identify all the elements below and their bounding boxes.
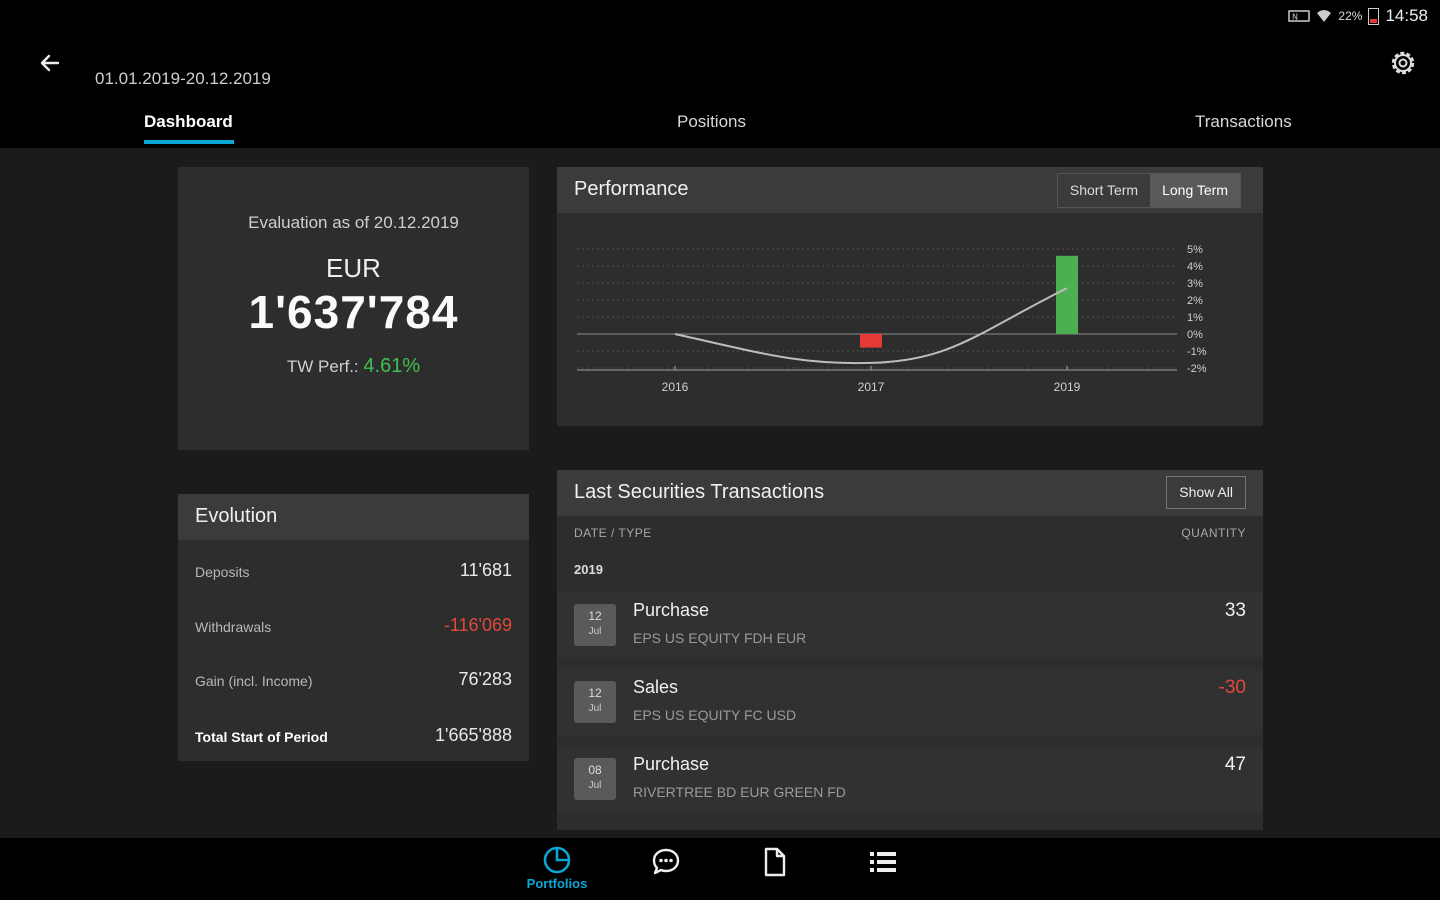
clock: 14:58 — [1385, 6, 1428, 25]
y-tick-label: 2% — [1187, 295, 1203, 307]
status-bar: N 22% 14:58 — [1288, 4, 1428, 28]
y-tick-label: 3% — [1187, 278, 1203, 290]
evolution-row-withdrawals: Withdrawals -116'069 — [195, 615, 512, 639]
nfc-icon: N — [1288, 10, 1311, 22]
year-group-label: 2019 — [574, 562, 603, 577]
date-badge: 12 Jul — [574, 681, 616, 723]
evolution-title: Evolution — [195, 505, 278, 527]
transaction-type: Purchase — [633, 600, 710, 620]
y-tick-label: 0% — [1187, 329, 1203, 341]
short-term-button[interactable]: Short Term — [1069, 182, 1139, 198]
nav-portfolios[interactable]: Portfolios — [517, 838, 597, 900]
nav-menu[interactable] — [843, 838, 923, 900]
y-tick-label: 5% — [1187, 244, 1203, 256]
battery-icon — [1368, 7, 1380, 25]
evolution-header: Evolution — [178, 494, 529, 540]
pie-chart-icon — [543, 846, 571, 874]
settings-button[interactable] — [1386, 46, 1420, 80]
x-tick-label: 2017 — [858, 380, 885, 394]
bottom-navigation: Portfolios — [0, 838, 1440, 900]
top-app-bar — [0, 0, 1440, 148]
back-button[interactable] — [36, 48, 66, 78]
svg-text:N: N — [1292, 13, 1298, 22]
list-icon — [870, 852, 896, 872]
performance-card: Performance Short Term Long Term 5% 4% 3% 2… — [557, 167, 1263, 426]
document-icon — [764, 847, 786, 877]
active-tab-indicator — [144, 140, 234, 144]
transaction-type: Purchase — [633, 754, 710, 774]
transactions-card: Last Securities Transactions Show All DA… — [557, 470, 1263, 830]
column-header-date-type: DATE / TYPE — [574, 526, 652, 540]
date-badge: 08 Jul — [574, 758, 616, 800]
evolution-row-value: 1'665'888 — [435, 725, 512, 745]
gear-icon — [1391, 51, 1415, 75]
date-range: 01.01.2019-20.12.2019 — [95, 69, 271, 88]
nav-messages[interactable] — [626, 838, 706, 900]
evolution-row-value: 76'283 — [458, 669, 513, 689]
date-day: 08 — [588, 763, 602, 777]
evolution-row-value: -116'069 — [443, 615, 512, 635]
y-tick-label: -1% — [1187, 346, 1207, 358]
evaluation-card: Evaluation as of 20.12.2019 EUR 1'637'78… — [178, 167, 529, 450]
date-day: 12 — [588, 686, 602, 700]
arrow-left-icon — [40, 54, 60, 72]
battery-percent: 22% — [1338, 9, 1363, 23]
transaction-quantity: 33 — [1224, 600, 1246, 621]
y-tick-label: 4% — [1187, 261, 1203, 273]
date-month: Jul — [588, 626, 602, 637]
column-header-quantity: QUANTITY — [1181, 526, 1246, 540]
wifi-icon — [1317, 10, 1332, 22]
evolution-row-label: Deposits — [195, 564, 250, 580]
transaction-row[interactable]: 12 Jul Sales EPS US EQUITY FC USD -30 — [557, 669, 1263, 735]
tab-positions[interactable]: Positions — [677, 112, 746, 131]
term-toggle: Short Term Long Term — [1056, 173, 1241, 208]
tw-performance-label: TW Perf.: — [286, 357, 359, 376]
evolution-card: Evolution Deposits 11'681 Withdrawals -1… — [178, 494, 529, 761]
performance-header: Performance Short Term Long Term — [557, 167, 1263, 213]
long-term-button[interactable]: Long Term — [1150, 174, 1240, 207]
transaction-row[interactable]: 12 Jul Purchase EPS US EQUITY FDH EUR 33 — [557, 592, 1263, 658]
performance-line — [674, 287, 1068, 365]
tab-bar: Dashboard Positions Transactions — [0, 104, 1440, 148]
date-badge: 12 Jul — [574, 604, 616, 646]
evolution-row-gain: Gain (incl. Income) 76'283 — [195, 669, 512, 693]
security-name: EPS US EQUITY FDH EUR — [633, 630, 807, 646]
bar-2017 — [860, 334, 882, 348]
date-month: Jul — [588, 703, 602, 714]
evolution-row-total: Total Start of Period 1'665'888 — [195, 725, 512, 749]
tw-performance: TW Perf.: 4.61% — [178, 355, 529, 378]
evolution-row-label: Total Start of Period — [195, 729, 328, 745]
evolution-row-value: 11'681 — [459, 560, 512, 580]
security-name: RIVERTREE BD EUR GREEN FD — [633, 784, 846, 800]
nav-portfolios-label: Portfolios — [526, 876, 588, 891]
evolution-row-deposits: Deposits 11'681 — [195, 560, 512, 584]
tw-performance-value: 4.61% — [363, 355, 421, 377]
performance-title: Performance — [574, 178, 689, 200]
tab-transactions[interactable]: Transactions — [1195, 112, 1292, 131]
evaluation-currency: EUR — [326, 253, 381, 283]
date-day: 12 — [588, 609, 602, 623]
y-tick-label: -2% — [1187, 363, 1207, 375]
x-tick-label: 2019 — [1054, 380, 1081, 394]
transactions-title: Last Securities Transactions — [574, 481, 825, 503]
date-month: Jul — [588, 780, 602, 791]
evolution-row-label: Withdrawals — [195, 619, 272, 635]
evaluation-label: Evaluation as of 20.12.2019 — [248, 213, 459, 232]
transaction-row[interactable]: 08 Jul Purchase RIVERTREE BD EUR GREEN F… — [557, 746, 1263, 812]
evolution-row-label: Gain (incl. Income) — [195, 673, 313, 689]
y-tick-label: 1% — [1187, 312, 1203, 324]
transaction-type: Sales — [633, 677, 679, 697]
transactions-header: Last Securities Transactions Show All — [557, 470, 1263, 516]
transaction-quantity: 47 — [1224, 754, 1246, 775]
tab-dashboard[interactable]: Dashboard — [144, 112, 233, 131]
performance-chart: 5% 4% 3% 2% 1% 0% -1% -2% 2016 2017 2019 — [577, 244, 1207, 394]
bar-2019 — [1056, 255, 1078, 334]
nav-documents[interactable] — [734, 838, 814, 900]
evaluation-amount: 1'637'784 — [248, 286, 459, 338]
transaction-quantity: -30 — [1218, 677, 1246, 698]
security-name: EPS US EQUITY FC USD — [633, 707, 797, 723]
x-tick-label: 2016 — [662, 380, 689, 394]
show-all-button[interactable]: Show All — [1166, 476, 1246, 509]
chat-bubble-icon — [652, 848, 680, 875]
